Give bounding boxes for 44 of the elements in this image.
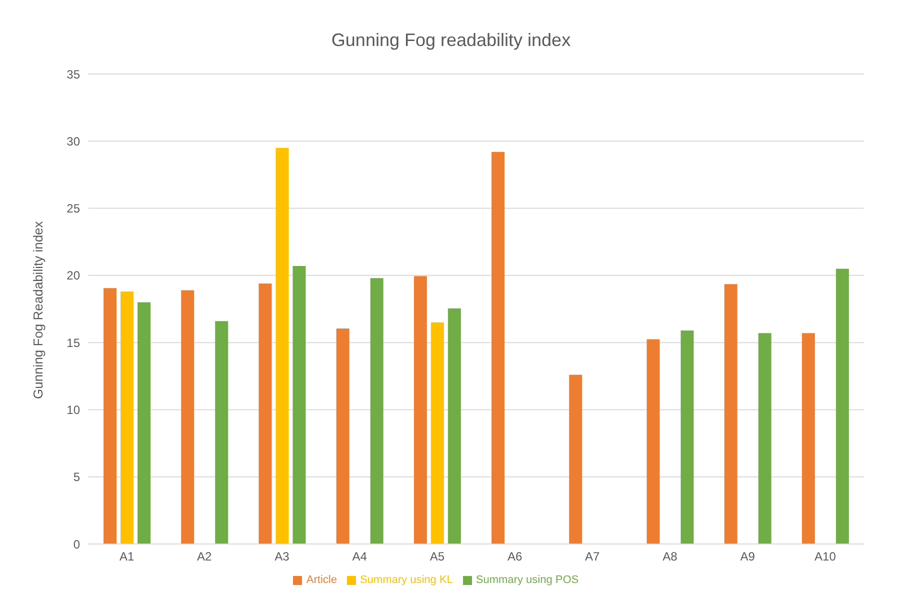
x-tick-label: A2 — [197, 550, 212, 564]
legend-label: Summary using KL — [360, 574, 453, 586]
bar — [448, 308, 461, 544]
legend-label: Summary using POS — [476, 574, 579, 586]
bar — [724, 284, 738, 544]
x-tick-label: A7 — [585, 550, 600, 564]
x-tick-label: A10 — [814, 550, 836, 564]
bar — [569, 374, 582, 544]
x-tick-label: A8 — [662, 550, 678, 564]
y-tick-label: 0 — [73, 537, 80, 552]
y-tick-label: 35 — [66, 67, 80, 82]
bar — [138, 302, 151, 544]
bar — [336, 328, 350, 544]
x-tick-label: A9 — [740, 550, 756, 564]
bar — [120, 292, 134, 544]
y-tick-label: 5 — [73, 470, 80, 484]
x-tick-label: A6 — [507, 550, 522, 564]
x-tick-label: A1 — [119, 550, 134, 564]
x-tick-label: A3 — [274, 550, 290, 564]
y-tick-label: 25 — [66, 202, 80, 216]
x-tick-label: A5 — [430, 550, 445, 564]
bar — [430, 322, 444, 544]
bar — [758, 333, 772, 544]
y-tick-label: 10 — [66, 402, 80, 417]
bar — [276, 148, 289, 544]
bar — [836, 268, 849, 544]
y-tick-label: 15 — [66, 336, 80, 350]
bar — [292, 266, 306, 544]
bar — [414, 276, 427, 544]
bar — [680, 330, 694, 544]
bar — [258, 283, 272, 544]
bar — [215, 321, 228, 544]
y-tick-label: 20 — [66, 268, 80, 283]
bar — [646, 339, 660, 544]
bar — [370, 278, 384, 544]
bar — [181, 290, 194, 544]
x-tick-label: A4 — [352, 550, 368, 564]
bar — [104, 288, 117, 544]
bar — [492, 152, 505, 544]
y-axis-title: Gunning Fog Readability index — [30, 220, 46, 399]
bar — [802, 333, 815, 544]
chart-title: Gunning Fog readability index — [330, 29, 572, 52]
y-tick-label: 30 — [66, 134, 80, 148]
legend-label: Article — [306, 574, 337, 586]
